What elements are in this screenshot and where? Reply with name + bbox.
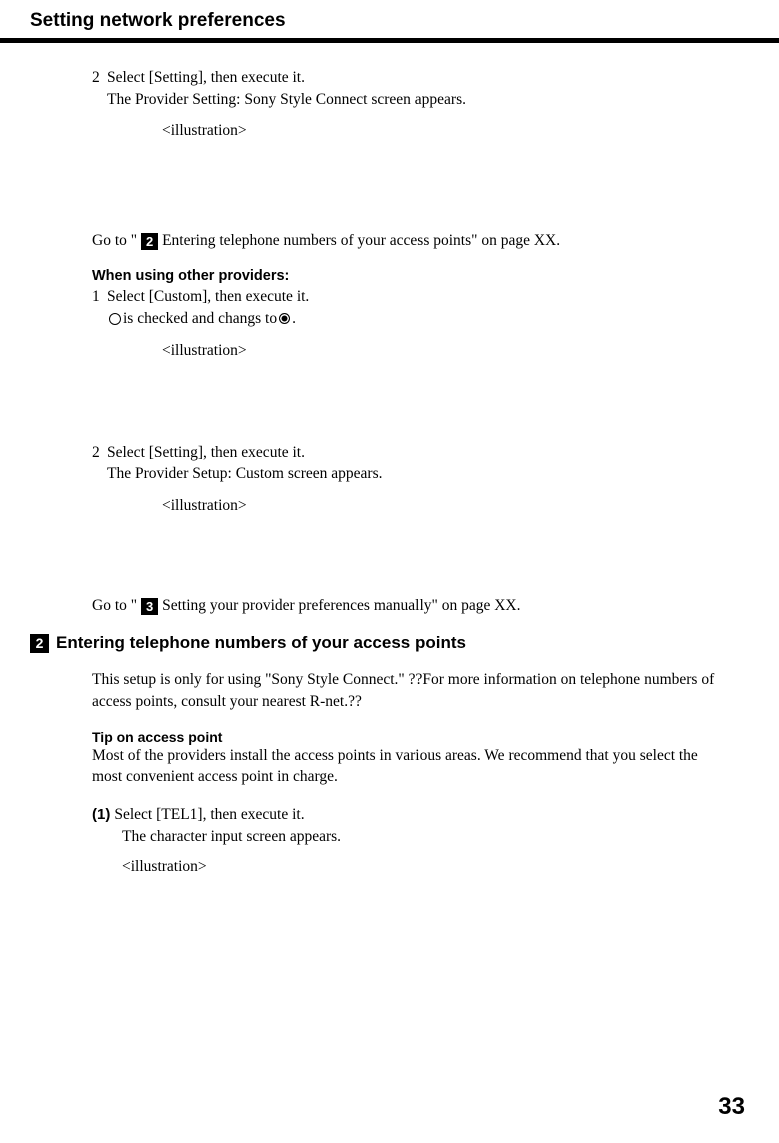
subtext-pre: is checked and changs to bbox=[123, 308, 277, 330]
illustration-placeholder: <illustration> bbox=[162, 122, 729, 140]
content-area: 2 Select [Setting], then execute it. The… bbox=[0, 67, 779, 615]
illustration-placeholder: <illustration> bbox=[122, 858, 729, 876]
step-number: 1 bbox=[92, 286, 107, 308]
goto-text-pre: Go to " bbox=[92, 597, 137, 615]
tip-text: Most of the providers install the access… bbox=[92, 745, 729, 788]
step-subtext: is checked and changs to . bbox=[107, 308, 729, 330]
goto-text-post: Setting your provider preferences manual… bbox=[162, 597, 520, 615]
radio-filled-icon bbox=[279, 313, 290, 324]
step-block-2: 1 Select [Custom], then execute it. is c… bbox=[92, 286, 729, 329]
section-heading-2: 2 Entering telephone numbers of your acc… bbox=[30, 633, 779, 653]
step-block-4: (1) Select [TEL1], then execute it. bbox=[92, 804, 729, 826]
step-text: Select [Custom], then execute it. bbox=[107, 286, 729, 308]
section-number-box: 2 bbox=[30, 634, 49, 653]
goto-reference-2: Go to " 3 Setting your provider preferen… bbox=[92, 597, 729, 615]
step-text: Select [Setting], then execute it. bbox=[107, 67, 729, 89]
goto-reference-1: Go to " 2 Entering telephone numbers of … bbox=[92, 232, 729, 250]
subheading-other-providers: When using other providers: bbox=[92, 268, 729, 284]
section-title: Entering telephone numbers of your acces… bbox=[56, 633, 466, 653]
goto-text-pre: Go to " bbox=[92, 232, 137, 250]
step-text: Select [Setting], then execute it. bbox=[107, 442, 729, 464]
illustration-placeholder: <illustration> bbox=[162, 497, 729, 515]
page-number: 33 bbox=[718, 1093, 745, 1121]
step-subtext: The Provider Setup: Custom screen appear… bbox=[107, 463, 729, 485]
step-number: 2 bbox=[92, 67, 107, 89]
tip-heading: Tip on access point bbox=[92, 729, 729, 745]
step-block-3: 2 Select [Setting], then execute it. The… bbox=[92, 442, 729, 485]
page-header: Setting network preferences bbox=[0, 0, 779, 43]
step-block-1: 2 Select [Setting], then execute it. The… bbox=[92, 67, 729, 110]
subtext-post: . bbox=[292, 308, 296, 330]
body-paragraph: This setup is only for using "Sony Style… bbox=[92, 669, 729, 712]
step-number: 2 bbox=[92, 442, 107, 464]
step-number-bold: (1) bbox=[92, 804, 110, 825]
content-area-2: This setup is only for using "Sony Style… bbox=[0, 669, 779, 875]
step-subtext: The Provider Setting: Sony Style Connect… bbox=[107, 89, 729, 111]
step-subtext: The character input screen appears. bbox=[122, 828, 729, 846]
goto-text-post: Entering telephone numbers of your acces… bbox=[162, 232, 560, 250]
radio-empty-icon bbox=[109, 313, 121, 325]
illustration-placeholder: <illustration> bbox=[162, 342, 729, 360]
ref-number-box: 3 bbox=[141, 598, 158, 615]
ref-number-box: 2 bbox=[141, 233, 158, 250]
step-text: Select [TEL1], then execute it. bbox=[114, 804, 304, 826]
